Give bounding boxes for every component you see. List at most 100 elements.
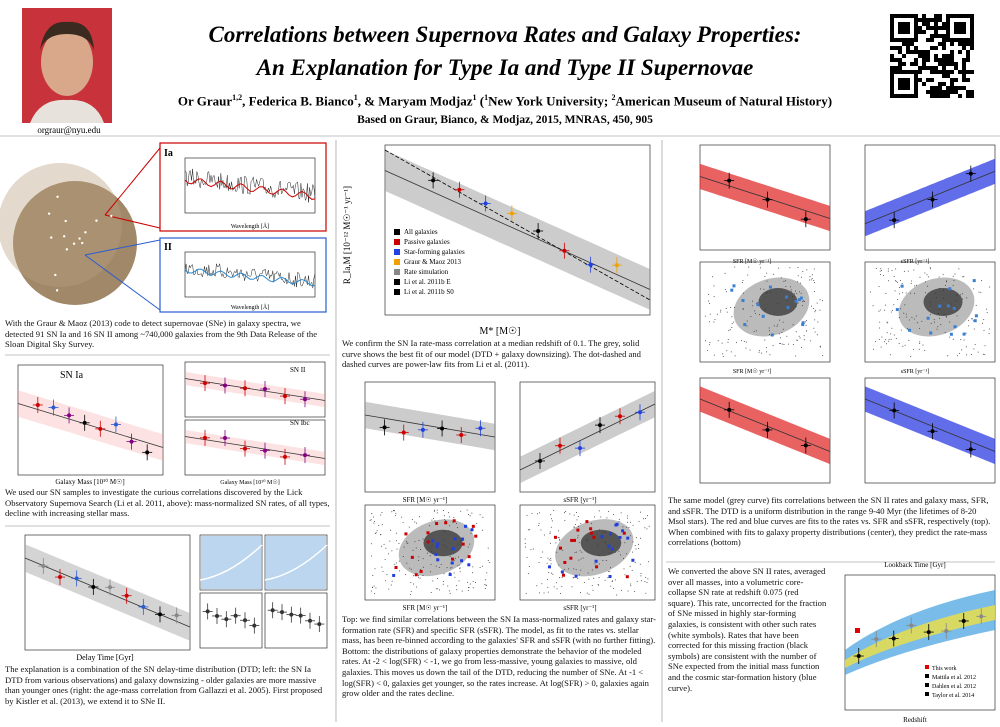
qr-module [918,26,922,30]
qr-module [914,34,918,38]
sn-host [608,575,612,579]
title: Correlations between Supernova Rates and… [208,22,802,47]
galaxy-point [919,327,921,329]
plot-frame [519,504,656,601]
galaxy-point [422,574,424,576]
sn-host [621,529,625,533]
galaxy-point [576,551,578,553]
galaxy-point [805,321,807,323]
galaxy-point [560,592,562,594]
galaxy-point [433,518,435,520]
galaxy-point [768,327,770,329]
galaxy-point [479,514,481,516]
panel-label: SN Ia [60,370,84,381]
plot-frame [24,534,191,651]
galaxy-point [813,282,815,284]
galaxy-point [580,569,582,571]
galaxy-point [607,548,609,550]
qr-module [970,90,974,94]
galaxy-point [536,585,538,587]
galaxy-point [769,333,771,335]
galaxy-point [553,509,555,511]
galaxy-point [550,526,552,528]
qr-module [918,78,922,82]
galaxy-point [431,551,433,553]
galaxy-point [813,327,815,329]
galaxy-point [435,565,437,567]
galaxy-point [373,516,375,518]
galaxy-point [613,588,615,590]
galaxy-point [458,580,460,582]
sn-host [585,520,589,524]
data-point [205,609,210,614]
galaxy-point [547,557,549,559]
galaxy-point [481,529,483,531]
galaxy-point [457,556,459,558]
galaxy-point [627,521,629,523]
qr-module [890,74,894,78]
qr-module [922,62,926,66]
galaxy-point [933,321,935,323]
galaxy-point [752,300,754,302]
galaxy-point [713,321,715,323]
galaxy-point [487,560,489,562]
galaxy-point [761,352,763,354]
galaxy-point [550,563,552,565]
galaxy-point [819,299,821,301]
galaxy-point [760,267,762,269]
galaxy-point [537,513,539,515]
galaxy-point [822,300,824,302]
galaxy-point [713,296,715,298]
galaxy-point [586,592,588,594]
author-part: ( [476,93,485,109]
model-line [24,557,191,628]
galaxy-point [402,555,404,557]
data-point [803,217,808,222]
this-work [855,628,860,633]
galaxy-point [950,303,952,305]
galaxy-point [598,584,600,586]
qr-module [950,62,954,66]
data-point [930,197,935,202]
galaxy-point [878,310,880,312]
galaxy-point [935,297,937,299]
galaxy-point [586,539,588,541]
galaxy-point [467,587,469,589]
galaxy-point [894,290,896,292]
galaxy-point [908,319,910,321]
galaxy-point [555,582,557,584]
galaxy-point [919,341,921,343]
galaxy-point [481,565,483,567]
galaxy-point [873,348,875,350]
galaxy-point [557,536,559,538]
galaxy-point [594,563,596,565]
galaxy-point [385,547,387,549]
galaxy-point [888,280,890,282]
galaxy-point [582,557,584,559]
galaxy-point [797,275,799,277]
galaxy-point [391,550,393,552]
qr-module [934,22,938,26]
qr-module [890,38,894,42]
data-point [129,439,134,444]
data-point [401,430,406,435]
qr-module [894,46,898,50]
sn-host [797,298,801,302]
legend-label: Li et al. 2011b E [404,278,451,286]
galaxy-point [754,310,756,312]
galaxy-point [543,534,545,536]
galaxy-point [742,280,744,282]
data-point [303,397,307,402]
legend-label: Taylor et al. 2014 [932,693,974,699]
data-point [968,447,973,452]
galaxy-point [630,521,632,523]
qr-module [902,26,906,30]
galaxy-point [561,586,563,588]
galaxy-point [580,523,582,525]
galaxy-point [525,592,527,594]
galaxy-point [455,557,457,559]
sn-host [431,539,435,543]
data-point [968,171,973,176]
galaxy-point [577,537,579,539]
galaxy-point [919,343,921,345]
